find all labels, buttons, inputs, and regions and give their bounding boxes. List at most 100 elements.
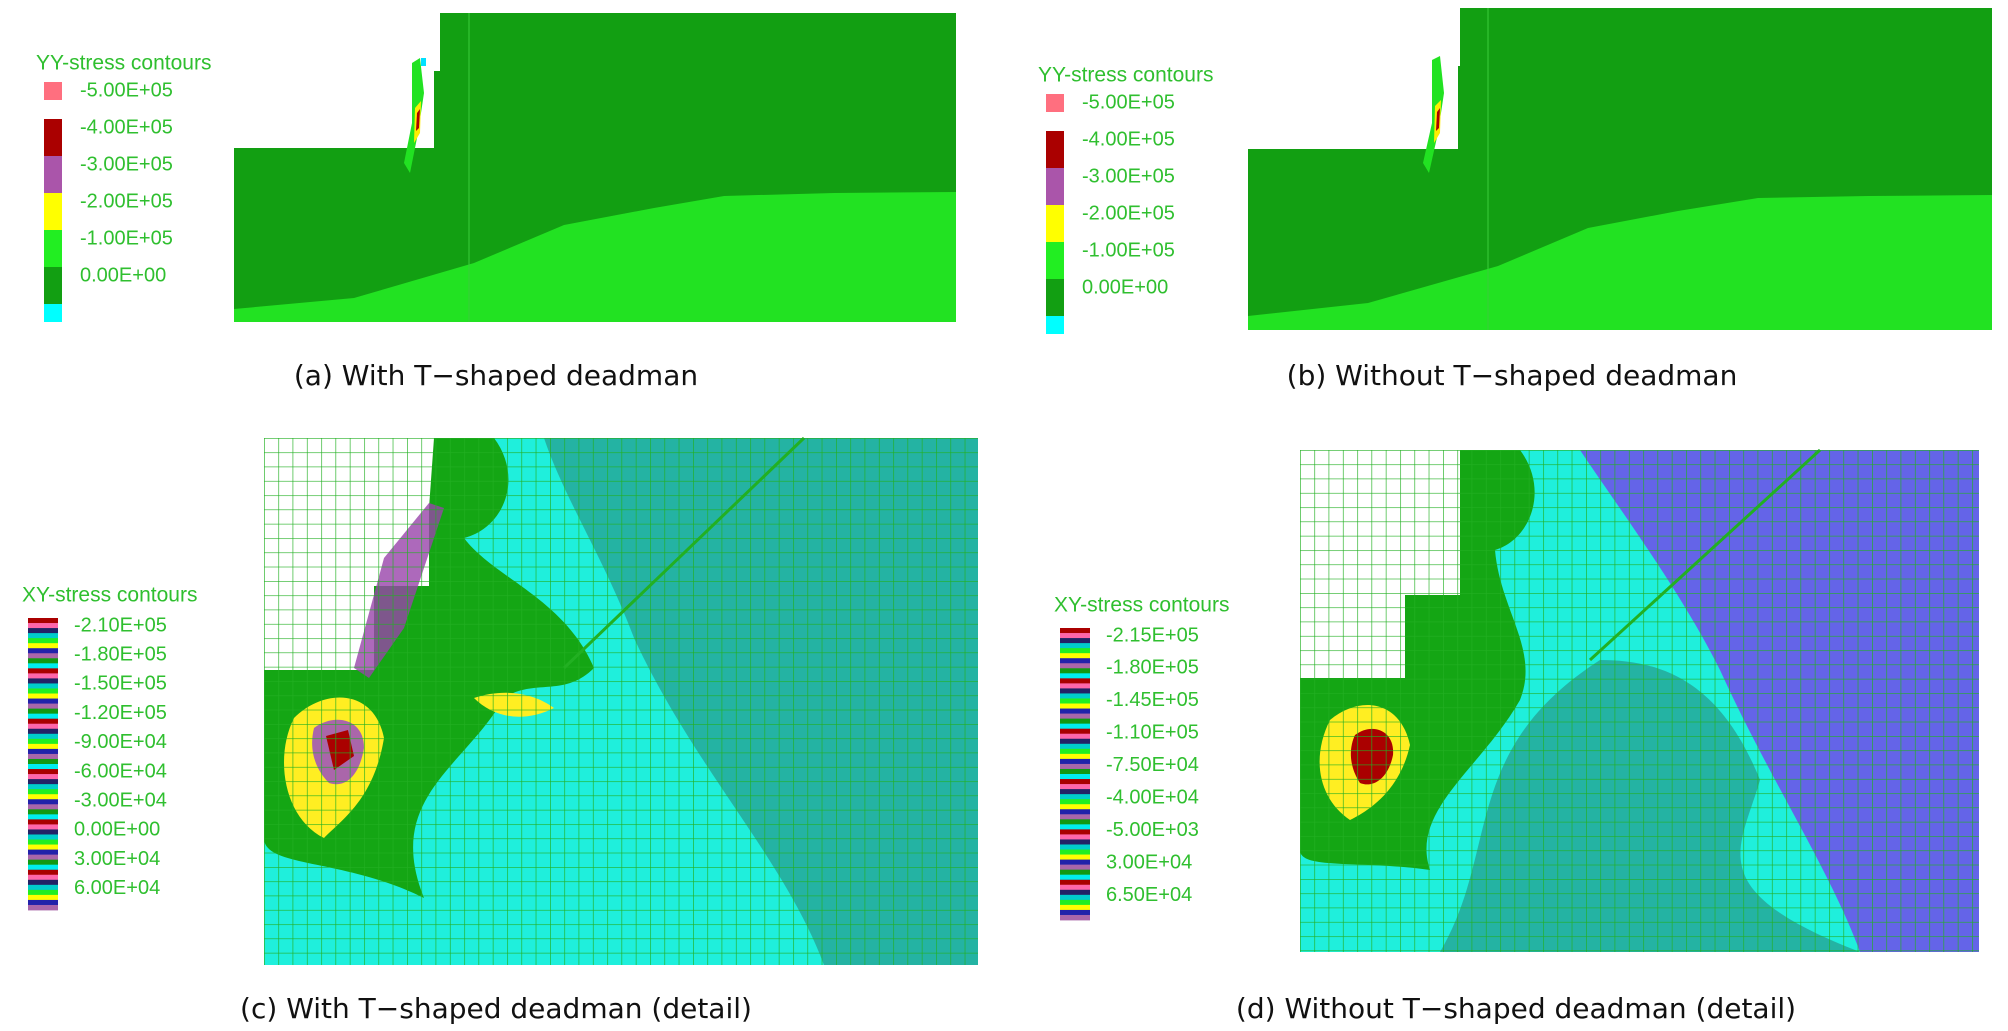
legend-swatch <box>28 623 58 629</box>
legend-swatch <box>1060 658 1090 664</box>
legend-swatch <box>1060 834 1090 840</box>
legend-swatch <box>28 839 58 845</box>
legend-label: -9.00E+04 <box>74 731 167 753</box>
legend-swatch <box>28 849 58 856</box>
legend-label: 0.00E+00 <box>74 819 160 841</box>
legend-swatch <box>44 119 62 156</box>
legend-swatch <box>1060 859 1090 866</box>
legend-swatch <box>1060 768 1090 775</box>
legend-swatch <box>28 668 58 674</box>
legend-swatch <box>44 267 62 304</box>
legend-swatch <box>1060 844 1090 850</box>
legend-swatch <box>1060 814 1090 820</box>
contour-plot-a <box>234 13 956 322</box>
legend-swatch <box>1060 638 1090 644</box>
legend-label: -2.00E+05 <box>80 190 173 212</box>
legend-swatch <box>28 819 58 825</box>
legend-swatch <box>28 829 58 835</box>
legend-swatch <box>28 864 58 871</box>
contour-plot-c <box>264 436 978 965</box>
legend-swatch <box>28 799 58 805</box>
legend-swatch <box>1060 763 1090 770</box>
legend-swatch <box>1046 316 1064 334</box>
legend-swatch <box>1060 648 1090 654</box>
legend-swatch <box>28 718 58 725</box>
legend-label: -3.00E+05 <box>1082 165 1175 187</box>
legend-swatch <box>1060 829 1090 835</box>
legend-label: 0.00E+00 <box>1082 276 1168 298</box>
caption: (b) Without T−shaped deadman <box>1287 359 1738 392</box>
legend-swatch <box>1060 733 1090 740</box>
legend-title: XY-stress contours <box>22 584 197 607</box>
legend-swatch <box>1060 753 1090 760</box>
legend-swatch <box>28 794 58 800</box>
legend-swatch <box>28 814 58 820</box>
caption: (d) Without T−shaped deadman (detail) <box>1236 992 1796 1025</box>
legend-swatch <box>1060 688 1090 694</box>
legend-label: -1.50E+05 <box>74 673 167 695</box>
legend-swatch <box>28 784 58 790</box>
legend-swatch <box>1060 774 1090 780</box>
legend: YY-stress contours -5.00E+05 -4.00E+05 -3.0… <box>36 52 211 322</box>
legend-swatch <box>28 804 58 810</box>
legend-swatch <box>1060 824 1090 830</box>
legend-swatch <box>1060 909 1090 916</box>
legend-swatch <box>28 713 58 720</box>
legend-swatch <box>28 673 58 679</box>
legend-label: -1.20E+05 <box>74 702 167 724</box>
legend-swatch <box>44 304 62 322</box>
legend-swatch <box>44 193 62 230</box>
legend-swatch <box>1060 693 1090 699</box>
legend-swatch <box>28 738 58 745</box>
legend-swatch <box>1060 663 1090 669</box>
legend-label: 0.00E+00 <box>80 264 166 286</box>
legend-label: -5.00E+05 <box>1082 91 1175 113</box>
legend-swatch <box>1060 839 1090 845</box>
legend-swatch <box>28 618 58 624</box>
legend-swatch <box>1060 678 1090 684</box>
legend-swatch <box>28 779 58 785</box>
legend-label: -1.80E+05 <box>74 643 167 665</box>
caption: (a) With T−shaped deadman <box>294 359 698 392</box>
legend-swatch <box>28 653 58 659</box>
legend-swatch <box>28 748 58 755</box>
legend-swatch <box>28 758 58 765</box>
legend-swatch <box>1060 874 1090 881</box>
legend-swatch <box>28 733 58 740</box>
legend-label: -5.00E+05 <box>80 79 173 101</box>
legend-swatch <box>28 658 58 664</box>
legend-label: -7.50E+04 <box>1106 754 1199 776</box>
legend-swatch <box>28 728 58 735</box>
legend-swatch <box>28 723 58 730</box>
legend-swatch <box>1046 205 1064 242</box>
legend-swatch <box>44 82 62 100</box>
legend-swatch <box>1060 698 1090 704</box>
legend-swatch <box>28 789 58 795</box>
legend-swatch <box>28 638 58 644</box>
legend-swatch <box>28 869 58 876</box>
legend-swatch <box>28 743 58 750</box>
legend-label: -2.15E+05 <box>1106 624 1199 646</box>
legend-swatch <box>28 879 58 886</box>
legend-swatch <box>28 884 58 891</box>
legend-swatch <box>1060 789 1090 795</box>
contour-plot-d <box>1300 448 1979 952</box>
legend-swatch <box>1060 914 1090 921</box>
legend-swatch <box>28 688 58 694</box>
legend-swatch <box>1060 779 1090 785</box>
legend-swatch <box>28 894 58 901</box>
legend-label: -1.45E+05 <box>1106 689 1199 711</box>
legend-label: -1.10E+05 <box>1106 722 1199 744</box>
legend-swatch <box>28 648 58 654</box>
legend-label: -2.10E+05 <box>74 614 167 636</box>
legend-title: YY-stress contours <box>1038 64 1213 87</box>
legend-swatch <box>1060 743 1090 750</box>
legend-swatch <box>1060 683 1090 689</box>
legend-swatch <box>44 156 62 193</box>
legend-swatch <box>1060 728 1090 735</box>
legend-swatch <box>1060 854 1090 860</box>
legend-swatch <box>1060 653 1090 659</box>
legend-label: 3.00E+04 <box>1106 851 1192 873</box>
legend-label: -4.00E+05 <box>80 116 173 138</box>
